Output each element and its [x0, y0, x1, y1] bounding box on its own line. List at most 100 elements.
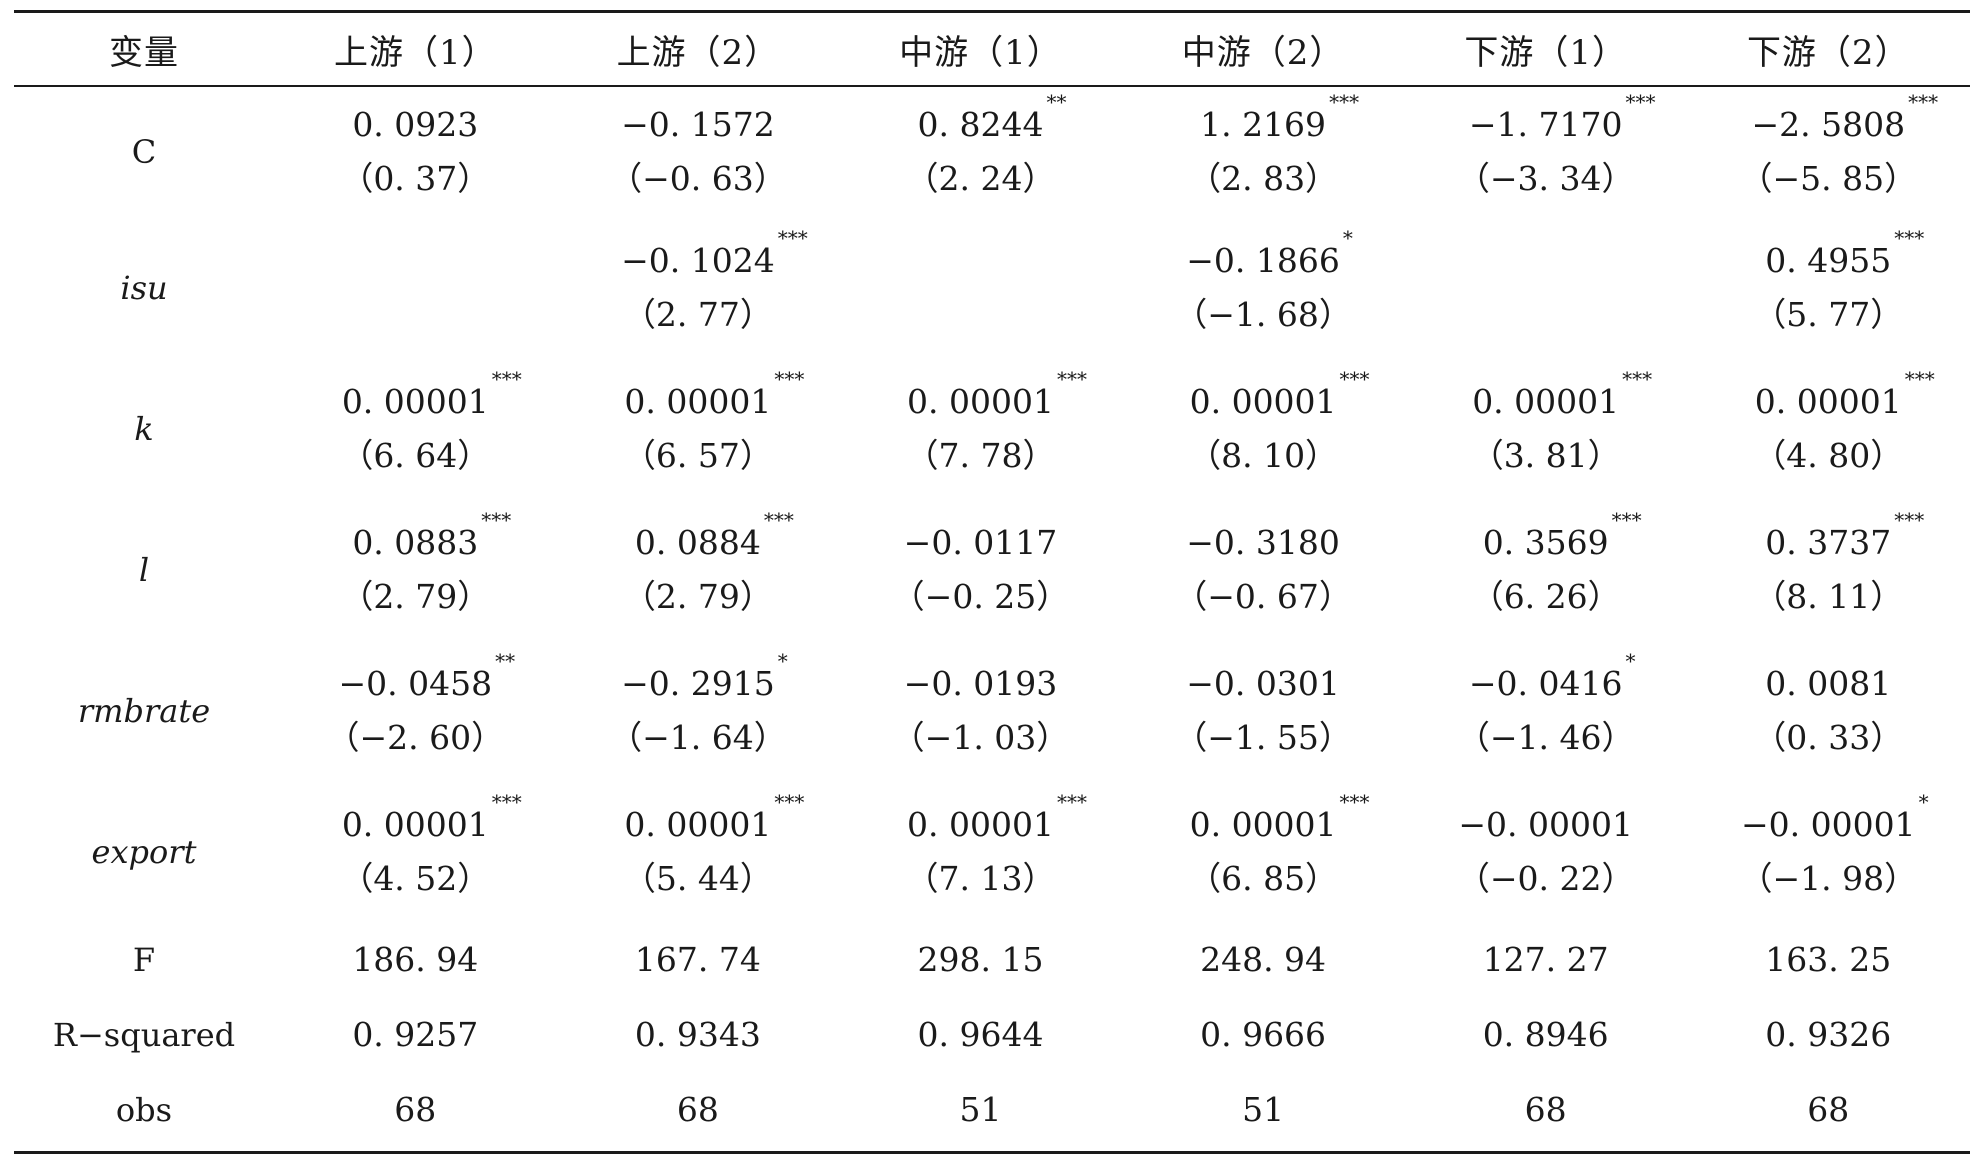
- coefficient-wrap: −0. 0117: [904, 516, 1058, 570]
- coef-cell: 0. 8244 ** （2. 24）: [839, 87, 1122, 217]
- coefficient-value: −1. 7170: [1468, 105, 1623, 144]
- top-rule: [14, 10, 1970, 13]
- coefficient-wrap: −0. 2915 *: [621, 651, 788, 711]
- coefficient-value: 0. 00001: [1472, 381, 1620, 421]
- coefficient-wrap: 0. 00001 ***: [1190, 792, 1370, 852]
- stat-value: 0. 8946: [1482, 1014, 1609, 1054]
- stat-row-1: R−squared 0. 9257 0. 9343 0. 9644 0. 9666 0. …: [14, 997, 1970, 1072]
- stat-value: 0. 9644: [917, 1014, 1044, 1054]
- coef-cell: 0. 00001 *** （6. 64）: [274, 358, 557, 499]
- header-midstream-2: 中游（2）: [1181, 32, 1345, 73]
- coefficient-value: −0. 3180: [1186, 522, 1340, 562]
- coefficient-wrap: 0. 00001 ***: [907, 792, 1087, 852]
- stat-value: 0. 9257: [352, 1014, 479, 1054]
- t-statistic: （8. 10）: [1188, 435, 1339, 475]
- t-statistic: （6. 85）: [1188, 858, 1339, 898]
- t-statistic: （6. 64）: [340, 435, 491, 475]
- coefficient-wrap: 0. 00001 ***: [624, 792, 804, 852]
- coefficient-wrap: −0. 3180: [1186, 516, 1340, 570]
- t-statistic: （−1. 46）: [1456, 717, 1635, 757]
- coefficient-line: −0. 2915 *: [621, 651, 788, 711]
- coef-cell: −0. 2915 * （−1. 64）: [557, 640, 840, 781]
- significance-stars: ***: [1894, 225, 1925, 250]
- coefficient-value: −0. 0458: [338, 663, 493, 703]
- coefficient-value: −0. 1024: [621, 240, 775, 280]
- coefficient-line: −0. 0458 **: [338, 651, 515, 711]
- coefficient-wrap: −2. 5808 ***: [1751, 92, 1938, 152]
- coefficient-wrap: 0. 0884 ***: [634, 510, 794, 570]
- t-statistic: （−0. 63）: [609, 159, 787, 198]
- coefficient-wrap: −0. 1572: [621, 98, 775, 152]
- stat-label: R−squared: [52, 1015, 236, 1054]
- header-upstream-1: 上游（1）: [333, 32, 497, 73]
- coefficient-value: 0. 0081: [1765, 663, 1892, 703]
- coefficient-value: −2. 5808: [1751, 105, 1906, 144]
- significance-stars: ***: [1625, 90, 1656, 114]
- coef-cell: 0. 00001 *** （6. 85）: [1122, 781, 1405, 922]
- coef-cell: 0. 0081 （0. 33）: [1687, 640, 1970, 781]
- coefficient-value: 0. 00001: [624, 804, 772, 844]
- coefficient-value: −0. 0117: [903, 522, 1058, 562]
- header-downstream-2: 下游（2）: [1746, 32, 1910, 73]
- significance-stars: ***: [1056, 366, 1087, 391]
- coefficient-wrap: 0. 00001 ***: [342, 369, 522, 429]
- significance-stars: ***: [1894, 507, 1925, 532]
- coef-row-k: k 0. 00001 *** （6. 64） 0. 00001 *** （6. 57） 0. …: [14, 358, 1970, 499]
- coef-cell: 1. 2169 *** （2. 83）: [1122, 87, 1405, 217]
- significance-stars: *: [777, 648, 788, 673]
- significance-stars: ***: [491, 366, 522, 391]
- coef-cell: 0. 00001 *** （6. 57）: [557, 358, 840, 499]
- t-statistic: （−2. 60）: [326, 717, 505, 757]
- t-statistic: （2. 83）: [1188, 159, 1339, 198]
- coefficient-value: 0. 0884: [634, 522, 761, 562]
- significance-stars: ***: [491, 789, 522, 814]
- coefficient-line: 1. 2169 ***: [1200, 92, 1359, 152]
- stat-value: 248. 94: [1200, 939, 1327, 979]
- coefficient-line: −0. 00001 *: [1740, 792, 1929, 852]
- stat-row-0: F 186. 94 167. 74 298. 15 248. 94 127. 27 163.…: [14, 922, 1970, 997]
- stat-value: 68: [394, 1089, 437, 1129]
- t-statistic: （−1. 03）: [891, 717, 1070, 757]
- coefficient-line: 0. 3737 ***: [1765, 510, 1924, 570]
- stat-row-2: obs 68 68 51 51 68 68: [14, 1072, 1970, 1147]
- coefficient-value: −0. 0193: [903, 663, 1058, 703]
- coefficient-line: −0. 3180: [1186, 516, 1340, 570]
- t-statistic: （7. 78）: [905, 435, 1056, 475]
- significance-stars: *: [1342, 225, 1353, 250]
- coefficient-value: −0. 2915: [621, 663, 775, 703]
- coef-cell: −0. 0117 （−0. 25）: [839, 499, 1122, 640]
- coef-cell: [839, 217, 1122, 358]
- t-statistic: （2. 24）: [905, 159, 1056, 198]
- t-statistic: （2. 77）: [622, 294, 773, 334]
- significance-stars: ***: [1339, 789, 1370, 814]
- significance-stars: ***: [1329, 90, 1360, 114]
- coef-row-l: l 0. 0883 *** （2. 79） 0. 0884 *** （2. 79） −0. 0…: [14, 499, 1970, 640]
- coefficient-wrap: 0. 00001 ***: [342, 792, 522, 852]
- coefficient-value: 0. 00001: [1754, 381, 1902, 421]
- stat-value: 0. 9343: [634, 1014, 761, 1054]
- coefficient-value: 0. 00001: [1189, 381, 1337, 421]
- significance-stars: **: [1046, 90, 1067, 114]
- coefficient-wrap: 0. 4955 ***: [1765, 228, 1924, 288]
- coefficient-value: −0. 00001: [1740, 804, 1916, 844]
- coef-cell: −0. 00001 * （−1. 98）: [1687, 781, 1970, 922]
- coefficient-line: 0. 00001 ***: [907, 369, 1087, 429]
- coefficient-line: 0. 00001 ***: [342, 792, 522, 852]
- coefficient-value: −0. 0416: [1468, 663, 1623, 703]
- significance-stars: ***: [763, 507, 794, 532]
- coefficient-line: 0. 8244 **: [918, 92, 1067, 152]
- stat-value: 186. 94: [352, 939, 479, 979]
- significance-stars: ***: [774, 366, 805, 391]
- significance-stars: ***: [1611, 507, 1642, 532]
- coef-cell: [274, 217, 557, 358]
- table-body: C 0. 0923 （0. 37） −0. 1572 （−0. 63） 0. 8244 **…: [14, 87, 1970, 1147]
- stat-value: 298. 15: [917, 939, 1044, 979]
- coefficient-line: 0. 00001 ***: [907, 792, 1087, 852]
- t-statistic: （3. 81）: [1470, 435, 1621, 475]
- coef-cell: −1. 7170 *** （−3. 34）: [1404, 87, 1687, 217]
- coefficient-value: −0. 0301: [1186, 663, 1340, 703]
- coefficient-value: 0. 3737: [1765, 522, 1892, 562]
- significance-stars: **: [495, 648, 516, 673]
- variable-label: C: [131, 133, 157, 171]
- t-statistic: （−1. 55）: [1174, 717, 1352, 757]
